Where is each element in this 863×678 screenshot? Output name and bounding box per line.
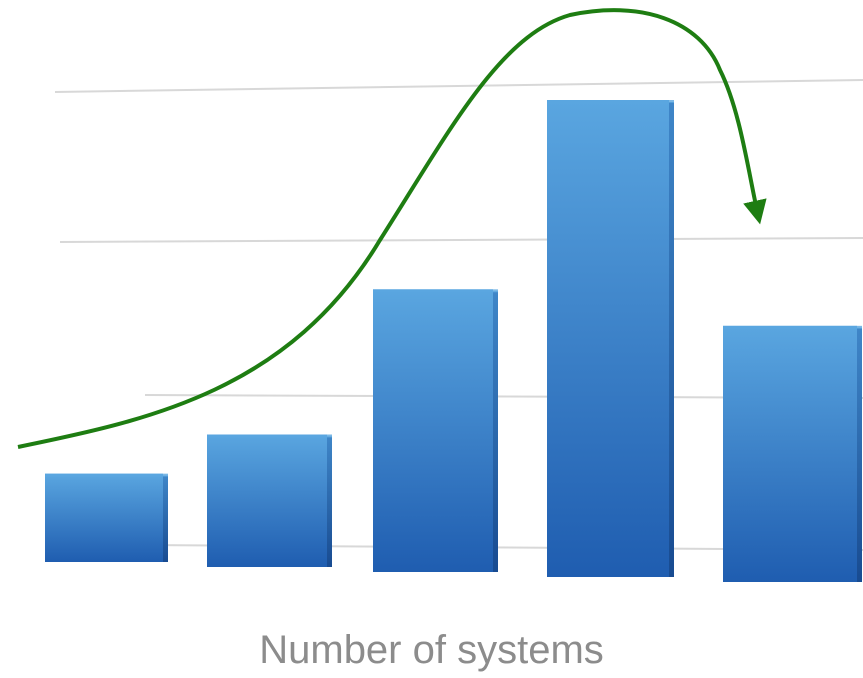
- bar-side: [327, 436, 332, 567]
- bar-side: [669, 102, 674, 577]
- bar-front: [723, 325, 857, 582]
- bar: [373, 289, 498, 572]
- gridline: [59, 237, 863, 243]
- bar-top: [45, 473, 168, 477]
- bar-top: [547, 100, 674, 103]
- bar-front: [373, 289, 493, 572]
- gridline: [54, 79, 863, 93]
- bar-top: [207, 434, 332, 438]
- bars: [45, 100, 862, 582]
- bar: [207, 434, 332, 567]
- bar-top: [723, 325, 862, 329]
- bar-side: [493, 291, 498, 572]
- bar-front: [547, 100, 669, 577]
- bar-side: [857, 327, 862, 582]
- trend-arrow: [17, 8, 767, 449]
- bar-front: [207, 434, 327, 567]
- bar-top: [373, 289, 498, 293]
- x-axis-label: Number of systems: [259, 628, 604, 672]
- bar-side: [163, 475, 168, 562]
- bar-chart: [17, 8, 863, 582]
- bar: [45, 473, 168, 562]
- bar: [547, 100, 674, 577]
- bar: [723, 325, 862, 582]
- bar-front: [45, 473, 163, 562]
